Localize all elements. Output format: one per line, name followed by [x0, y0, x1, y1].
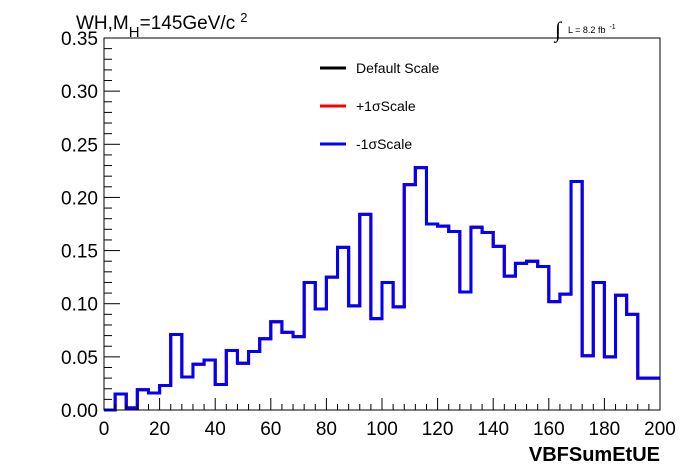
- lumi-exponent: -1: [609, 24, 615, 31]
- chart-title-subscript: H: [129, 24, 140, 41]
- y-axis: 0.00 0.05 0.10 0.15 0.20 0.25 0.30 0.35: [61, 29, 120, 422]
- x-tick-label: 0: [99, 419, 110, 440]
- y-tick-label: 0.10: [61, 295, 98, 316]
- lumi-label: L = 8.2 fb -1: [568, 24, 616, 35]
- legend: Default Scale +1σScale -1σScale: [320, 60, 439, 152]
- x-tick-label: 20: [149, 419, 170, 440]
- chart-title-superscript: 2: [240, 10, 247, 25]
- x-tick-label: 160: [533, 419, 565, 440]
- legend-label-1: +1σScale: [356, 98, 416, 114]
- x-axis-label: VBFSumEtUE: [529, 444, 660, 466]
- x-tick-label: 100: [366, 419, 398, 440]
- y-tick-label: 0.35: [61, 29, 98, 50]
- x-axis: 0 20 40 60 80 100 120 140 160 180 200: [99, 398, 676, 440]
- y-tick-label: 0.00: [61, 401, 98, 422]
- y-tick-label: 0.05: [61, 348, 98, 369]
- x-tick-label: 180: [589, 419, 621, 440]
- x-tick-label: 140: [477, 419, 509, 440]
- y-tick-label: 0.30: [61, 82, 98, 103]
- series-line-2: [104, 166, 660, 412]
- x-tick-label: 60: [260, 419, 281, 440]
- lumi-integral: ∫: [553, 17, 563, 43]
- lumi-label-text: L = 8.2 fb: [568, 25, 605, 35]
- y-tick-label: 0.15: [61, 242, 98, 263]
- legend-label-0: Default Scale: [356, 60, 439, 76]
- chart-title-rest: =145GeV/c: [140, 13, 236, 34]
- series-group: [104, 166, 660, 412]
- chart-title-main: WH,M: [76, 13, 129, 34]
- legend-label-2: -1σScale: [356, 136, 412, 152]
- y-tick-label: 0.25: [61, 135, 98, 156]
- x-tick-label: 80: [316, 419, 337, 440]
- x-tick-label: 120: [422, 419, 454, 440]
- x-tick-label: 40: [205, 419, 226, 440]
- chart-title: WH,MH=145GeV/c 2: [76, 10, 247, 41]
- x-tick-label: 200: [644, 419, 676, 440]
- y-tick-label: 0.20: [61, 188, 98, 209]
